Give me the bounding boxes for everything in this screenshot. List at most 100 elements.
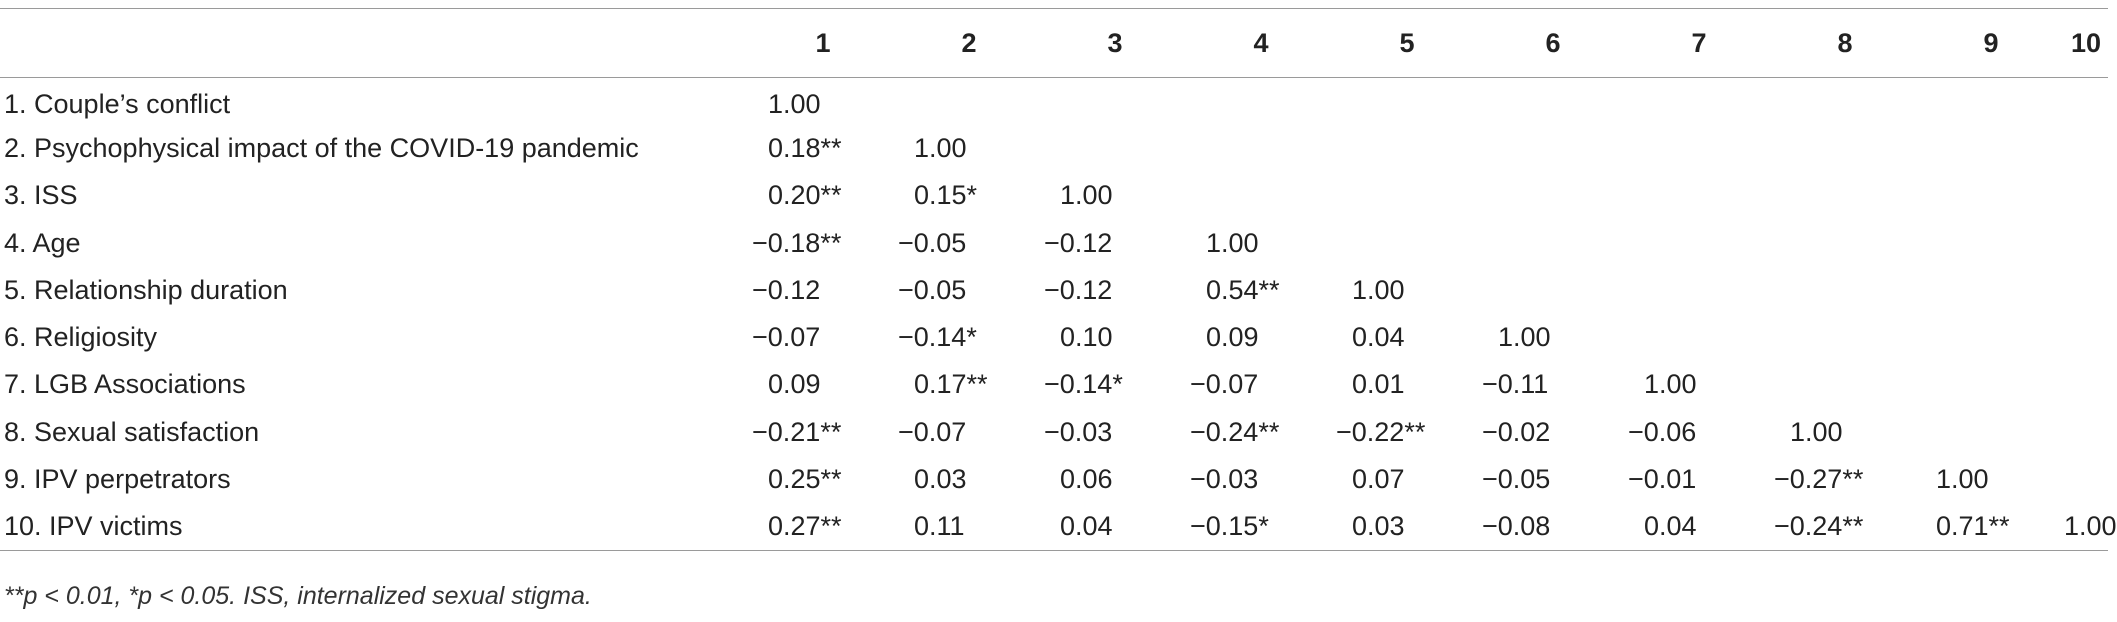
correlation-cell: 0.03 [1352,511,1405,542]
table-row: 4. Age −0.18** −0.05 −0.12 1.00 [0,219,2108,266]
table-header: 1 2 3 4 5 6 7 8 9 10 [0,8,2108,78]
correlation-cell: −0.22** [1336,416,1426,447]
row-label: 2. Psychophysical impact of the COVID-19… [4,132,639,163]
table-row: 5. Relationship duration −0.12 −0.05 −0.12 0… [0,267,2108,314]
correlation-cell: −0.08 [1482,511,1551,542]
correlation-cell: 0.06 [1060,464,1113,495]
header-cell-10: 10 [2070,27,2102,58]
table-row: 9. IPV perpetrators 0.25** 0.03 0.06 −0.03 0.… [0,456,2108,503]
row-label: 7. LGB Associations [4,369,246,400]
correlation-cell [1334,125,1480,172]
correlation-cell [1188,172,1334,219]
correlation-cell [1480,219,1626,266]
header-cell-7: 7 [1691,27,1707,58]
row-label: 4. Age [4,227,81,258]
correlation-cell [1334,172,1480,219]
correlation-cell: −0.27** [1774,464,1864,495]
correlation-cell: −0.12 [752,274,821,305]
correlation-cell [1626,78,1772,125]
correlation-cell: 0.09 [768,369,821,400]
correlation-cell [1480,78,1626,125]
correlation-cell [1772,314,1918,361]
correlation-cell [896,78,1042,125]
correlation-cell: 0.27** [768,511,842,542]
correlation-cell: 0.11 [914,511,965,542]
correlation-cell [1626,314,1772,361]
correlation-cell [2064,78,2108,125]
correlation-cell: −0.24** [1774,511,1864,542]
correlation-cell: 1.00 [768,88,821,119]
correlation-cell: 1.00 [1060,180,1113,211]
correlation-cell: 0.17** [914,369,988,400]
correlation-cell [1918,125,2064,172]
table-body: 1. Couple’s conflict 1.00 2. Psychophysica… [0,78,2117,551]
correlation-cell: 0.15* [914,180,978,211]
correlation-cell [1918,409,2064,456]
row-label: 10. IPV victims [4,511,183,542]
header-cell-1: 1 [815,27,831,58]
row-label: 9. IPV perpetrators [4,464,231,495]
row-label: 8. Sexual satisfaction [4,416,260,447]
header-cell-5: 5 [1399,27,1415,58]
correlation-cell: 0.18** [768,132,842,163]
correlation-cell: 1.00 [1352,274,1405,305]
correlation-cell: 0.71** [1936,511,2010,542]
table-row: 2. Psychophysical impact of the COVID-19… [0,125,2108,172]
correlation-cell: −0.12 [1044,274,1113,305]
correlation-cell: 1.00 [1644,369,1697,400]
correlation-cell: −0.07 [1190,369,1259,400]
row-label: 6. Religiosity [4,322,158,353]
correlation-cell: −0.14* [1044,369,1123,400]
row-label: 3. ISS [4,180,78,211]
correlation-cell: 0.07 [1352,464,1405,495]
correlation-cell: −0.06 [1628,416,1697,447]
correlation-cell [1626,219,1772,266]
table-footnote: **p < 0.01, *p < 0.05. ISS, internalized… [4,582,592,610]
correlation-cell: 1.00 [1498,322,1551,353]
correlation-cell: 0.09 [1206,322,1259,353]
correlation-cell [2064,172,2108,219]
correlation-cell [1626,172,1772,219]
correlation-cell: −0.03 [1044,416,1113,447]
row-label: 5. Relationship duration [4,274,288,305]
correlation-cell [1042,125,1188,172]
correlation-cell [1480,172,1626,219]
correlation-cell: 0.10 [1060,322,1113,353]
correlation-cell: 0.54** [1206,274,1280,305]
correlation-cell: 0.03 [914,464,967,495]
correlation-cell: −0.12 [1044,227,1113,258]
correlation-cell [1918,219,2064,266]
correlation-cell: −0.14* [898,322,977,353]
correlation-cell [1626,125,1772,172]
correlation-cell: 0.20** [768,180,842,211]
correlation-cell [1334,219,1480,266]
correlation-cell [1918,172,2064,219]
correlation-cell [1772,267,1918,314]
header-cell-3: 3 [1107,27,1123,58]
correlation-cell [2064,314,2108,361]
correlation-cell [1918,267,2064,314]
correlation-cell: −0.11 [1482,369,1549,400]
header-cell-4: 4 [1253,27,1269,58]
correlation-cell: −0.18** [752,227,842,258]
correlation-cell [1772,361,1918,408]
correlation-cell: −0.03 [1190,464,1259,495]
table-row: 8. Sexual satisfaction −0.21** −0.07 −0.03 −… [0,409,2108,456]
table-row: 10. IPV victims 0.27** 0.11 0.04 −0.15* 0.03 −… [0,503,2117,551]
correlation-cell [1918,314,2064,361]
correlation-cell: 0.04 [1644,511,1697,542]
table-row: 1. Couple’s conflict 1.00 [0,78,2108,125]
correlation-cell [1772,125,1918,172]
correlation-cell: −0.02 [1482,416,1551,447]
correlation-cell: −0.21** [752,416,842,447]
correlation-cell: −0.01 [1628,464,1697,495]
header-cell-8: 8 [1837,27,1853,58]
correlation-table-container: 1 2 3 4 5 6 7 8 9 10 1. Couple’s conflict 1.00 2. P… [0,8,2117,551]
correlation-cell [1334,78,1480,125]
correlation-cell: 0.25** [768,464,842,495]
correlation-cell [2064,361,2108,408]
correlation-cell [2064,219,2108,266]
correlation-cell: 1.00 [914,132,967,163]
correlation-table: 1 2 3 4 5 6 7 8 9 10 1. Couple’s conflict 1.00 2. P… [0,8,2117,551]
correlation-cell: −0.24** [1190,416,1280,447]
